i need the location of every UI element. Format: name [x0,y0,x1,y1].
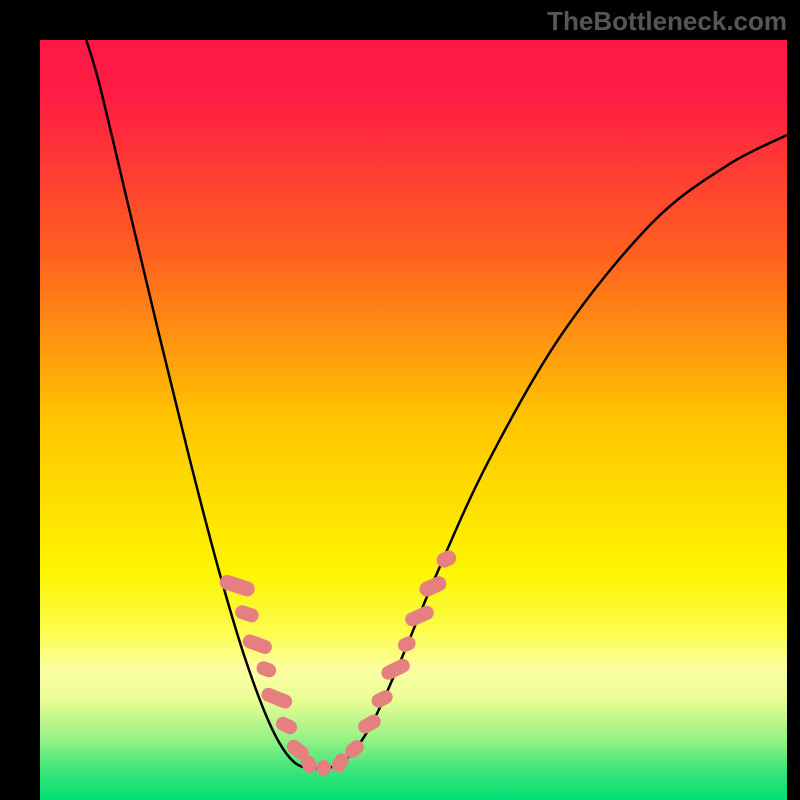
chart-container: TheBottleneck.com [0,0,800,800]
gradient-background [40,40,787,800]
watermark-text: TheBottleneck.com [547,6,787,37]
plot-area [40,40,787,800]
chart-svg [40,40,787,800]
data-marker [317,760,331,776]
